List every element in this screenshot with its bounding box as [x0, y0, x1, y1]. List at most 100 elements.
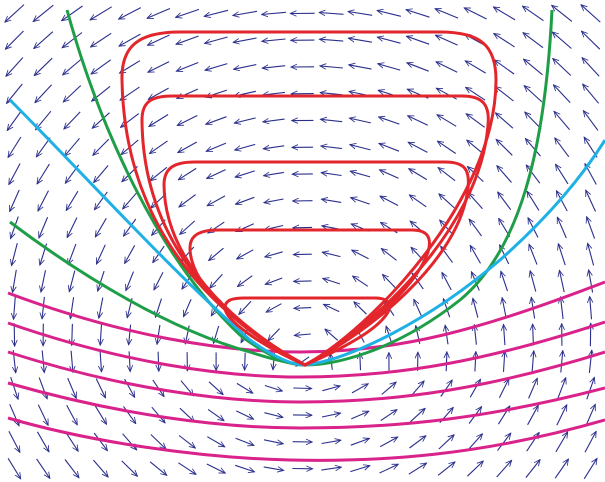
field-arrow	[263, 467, 284, 471]
field-arrow	[205, 36, 228, 43]
field-arrow	[408, 141, 428, 153]
field-arrow	[11, 216, 19, 239]
field-arrow	[123, 192, 138, 209]
field-arrow	[349, 65, 372, 70]
field-arrow	[525, 112, 542, 130]
field-arrow	[36, 137, 51, 157]
field-arrow	[504, 324, 505, 346]
field-arrow	[586, 377, 595, 400]
field-arrow	[502, 298, 507, 319]
field-arrow	[351, 384, 368, 394]
field-arrow	[9, 163, 21, 185]
field-arrow	[93, 432, 107, 451]
field-arrow	[436, 61, 458, 73]
field-arrow	[554, 111, 571, 131]
field-arrow	[497, 433, 511, 451]
field-arrow	[526, 432, 540, 452]
field-arrow	[554, 459, 568, 479]
field-arrow	[36, 431, 49, 452]
field-arrow	[206, 116, 227, 125]
field-arrow	[14, 296, 16, 320]
field-arrow	[379, 143, 400, 152]
field-arrow	[125, 245, 136, 263]
field-arrow	[209, 247, 224, 260]
field-arrow	[6, 57, 24, 77]
field-arrow	[583, 458, 597, 480]
field-arrow	[588, 243, 595, 266]
field-arrow	[556, 217, 567, 239]
field-arrow	[95, 244, 106, 264]
field-arrow	[321, 467, 341, 470]
field-arrow	[552, 32, 572, 49]
field-arrow	[294, 281, 312, 282]
field-arrow	[66, 217, 78, 238]
field-arrow	[208, 381, 223, 395]
field-arrow	[12, 243, 18, 265]
field-arrow	[468, 193, 483, 210]
field-arrow	[495, 86, 514, 102]
field-arrow	[466, 114, 485, 128]
field-arrow	[207, 195, 226, 206]
field-arrow	[129, 351, 130, 371]
field-arrow	[100, 351, 101, 372]
field-arrow	[62, 5, 83, 21]
field-arrow	[245, 352, 246, 370]
field-arrow	[408, 115, 429, 126]
field-arrow	[148, 61, 170, 73]
field-arrow	[377, 37, 401, 44]
field-arrow	[559, 270, 565, 293]
field-arrow	[149, 140, 168, 154]
field-arrow	[561, 297, 564, 320]
field-arrow	[7, 458, 21, 479]
field-arrow	[124, 218, 137, 236]
field-arrow	[207, 436, 225, 447]
field-arrow	[210, 273, 223, 288]
field-arrow	[467, 434, 482, 451]
field-arrow	[265, 251, 283, 257]
field-arrow	[558, 244, 566, 266]
field-arrow	[585, 190, 597, 212]
field-arrow	[446, 352, 447, 372]
field-arrow	[204, 9, 229, 16]
field-arrow	[524, 86, 543, 103]
field-arrow	[150, 166, 168, 181]
field-arrow	[526, 165, 541, 184]
field-arrow	[263, 146, 285, 149]
field-arrow	[496, 460, 512, 478]
field-arrow	[235, 464, 254, 472]
field-arrow	[207, 408, 224, 420]
field-arrow	[590, 297, 592, 320]
field-arrow	[235, 410, 253, 420]
field-arrow	[67, 377, 77, 398]
field-arrow	[409, 195, 427, 208]
field-arrow	[35, 84, 53, 103]
field-arrow	[409, 436, 427, 449]
field-arrow	[129, 324, 131, 345]
field-arrow	[294, 334, 311, 335]
field-arrow	[321, 199, 342, 202]
field-arrow	[98, 270, 105, 291]
field-arrow	[262, 39, 286, 41]
field-arrow	[263, 439, 283, 444]
field-arrow	[71, 350, 73, 373]
field-arrow	[529, 244, 538, 265]
field-arrow	[150, 434, 166, 450]
field-arrow	[495, 113, 514, 129]
field-arrow	[176, 35, 199, 44]
field-arrow	[406, 36, 430, 45]
field-arrow	[475, 352, 476, 372]
field-arrow	[41, 270, 47, 292]
field-arrow	[8, 431, 21, 452]
field-arrow	[470, 245, 481, 264]
field-arrow	[441, 272, 452, 291]
field-arrow	[557, 378, 566, 399]
field-arrow	[13, 269, 17, 293]
field-arrow	[464, 7, 487, 20]
field-arrow	[467, 461, 483, 477]
field-arrow	[322, 386, 340, 392]
field-arrow	[235, 170, 255, 177]
field-arrow	[10, 377, 18, 399]
field-arrow	[473, 298, 479, 318]
field-arrow	[351, 410, 369, 420]
field-arrow	[469, 219, 483, 237]
